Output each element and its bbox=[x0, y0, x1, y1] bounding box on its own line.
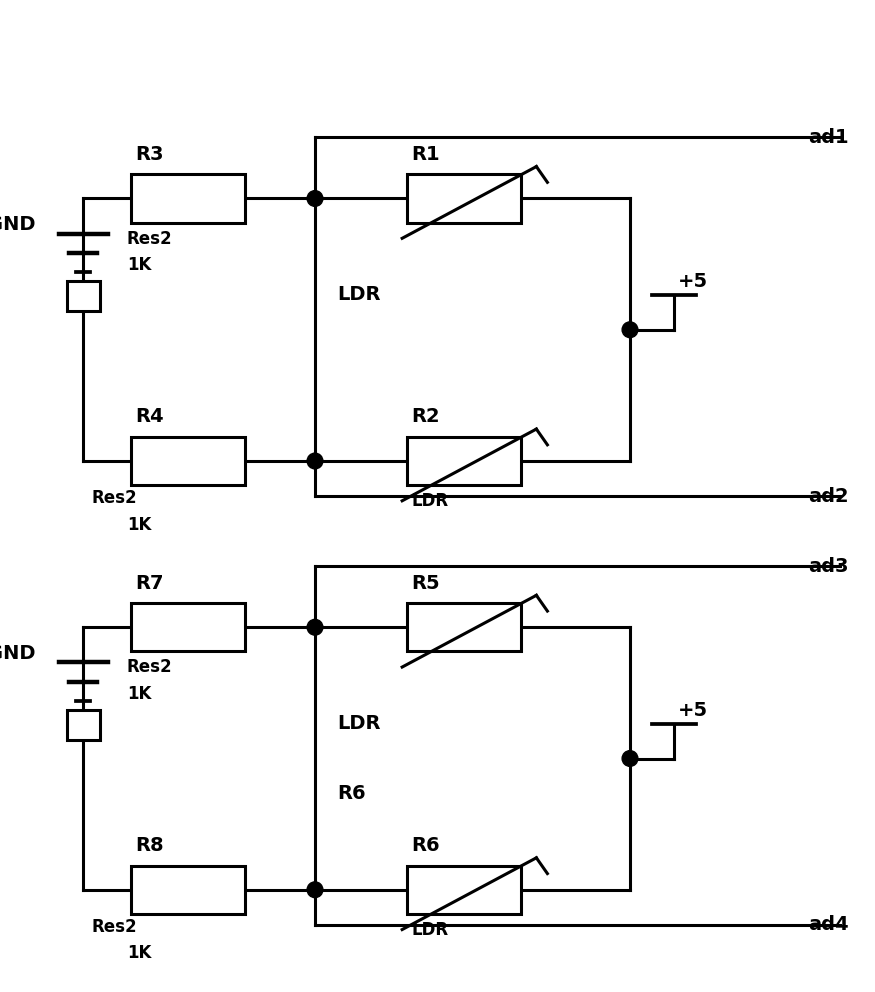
Bar bbox=[66, 281, 100, 311]
Text: LDR: LDR bbox=[337, 714, 381, 733]
Bar bbox=[407, 175, 521, 222]
Circle shape bbox=[622, 321, 638, 337]
Text: ad3: ad3 bbox=[808, 557, 849, 575]
Circle shape bbox=[307, 882, 323, 898]
Text: R6: R6 bbox=[411, 836, 440, 855]
Text: ad4: ad4 bbox=[808, 916, 849, 934]
Text: 1K: 1K bbox=[127, 684, 151, 702]
Text: R3: R3 bbox=[136, 145, 164, 164]
Text: LDR: LDR bbox=[411, 921, 448, 938]
Circle shape bbox=[307, 190, 323, 206]
Text: GND: GND bbox=[0, 215, 35, 234]
Text: 1K: 1K bbox=[127, 256, 151, 274]
Text: Res2: Res2 bbox=[92, 489, 137, 508]
Text: +5: +5 bbox=[678, 701, 708, 720]
Text: R1: R1 bbox=[411, 145, 440, 164]
Circle shape bbox=[307, 619, 323, 635]
Text: +5: +5 bbox=[678, 272, 708, 291]
Bar bbox=[131, 175, 245, 222]
Text: Res2: Res2 bbox=[127, 659, 172, 677]
Text: Res2: Res2 bbox=[92, 919, 137, 936]
Text: Res2: Res2 bbox=[127, 229, 172, 248]
Bar bbox=[131, 436, 245, 485]
Text: R8: R8 bbox=[136, 836, 164, 855]
Text: LDR: LDR bbox=[337, 286, 381, 305]
Text: 1K: 1K bbox=[127, 944, 151, 962]
Text: ad1: ad1 bbox=[808, 128, 849, 147]
Bar bbox=[131, 603, 245, 652]
Text: R5: R5 bbox=[411, 573, 440, 592]
Text: ad2: ad2 bbox=[808, 486, 849, 506]
Text: LDR: LDR bbox=[411, 492, 448, 510]
Text: GND: GND bbox=[0, 644, 35, 663]
Circle shape bbox=[622, 751, 638, 767]
Bar bbox=[407, 436, 521, 485]
Bar bbox=[66, 709, 100, 740]
Circle shape bbox=[307, 453, 323, 469]
Text: R2: R2 bbox=[411, 408, 440, 427]
Text: R4: R4 bbox=[136, 408, 164, 427]
Text: R7: R7 bbox=[136, 573, 164, 592]
Text: 1K: 1K bbox=[127, 516, 151, 534]
Bar bbox=[407, 603, 521, 652]
Text: R6: R6 bbox=[337, 784, 366, 803]
Bar bbox=[131, 866, 245, 914]
Bar bbox=[407, 866, 521, 914]
